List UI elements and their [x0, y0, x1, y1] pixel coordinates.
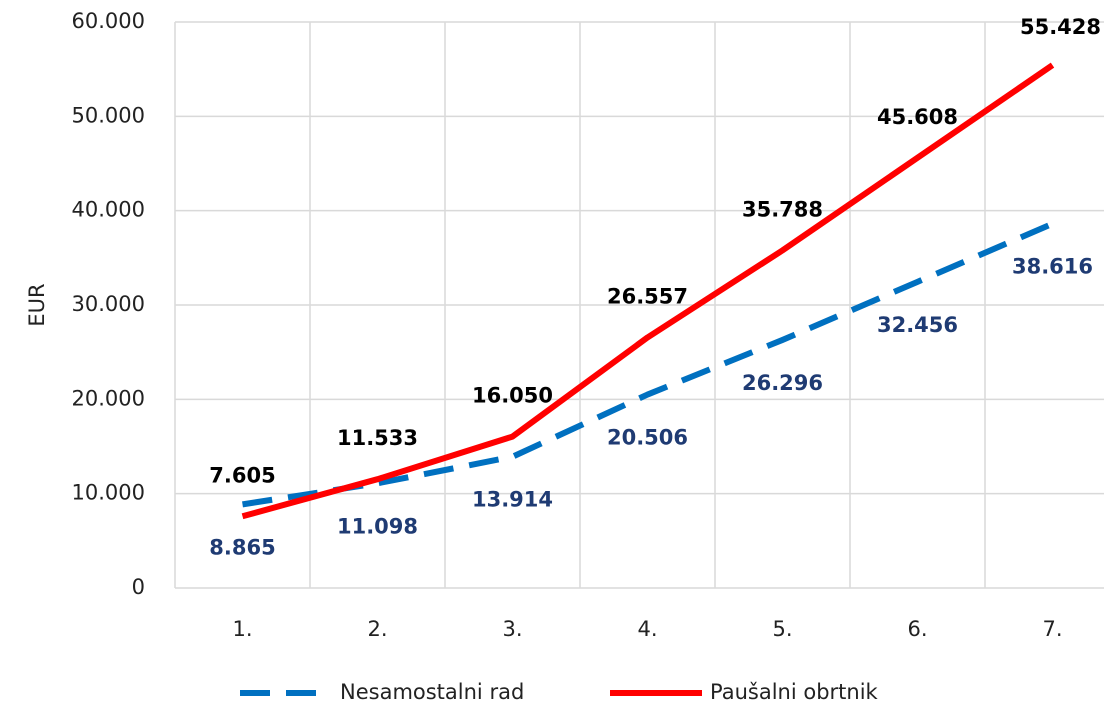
data-label: 45.608	[877, 105, 958, 129]
y-tick-label: 40.000	[72, 198, 145, 222]
y-tick-label: 10.000	[72, 481, 145, 505]
legend-label: Nesamostalni rad	[340, 680, 524, 704]
x-tick-label: 5.	[772, 617, 792, 641]
data-label: 16.050	[472, 384, 553, 408]
y-tick-label: 30.000	[72, 292, 145, 316]
legend-label: Paušalni obrtnik	[710, 680, 879, 704]
y-axis-label: EUR	[25, 283, 49, 326]
x-tick-label: 7.	[1042, 617, 1062, 641]
y-tick-label: 60.000	[72, 9, 145, 33]
x-tick-label: 6.	[907, 617, 927, 641]
x-tick-label: 1.	[232, 617, 252, 641]
data-label: 26.557	[607, 284, 688, 308]
data-label: 7.605	[209, 463, 275, 487]
data-label: 35.788	[742, 197, 823, 221]
y-tick-label: 0	[132, 575, 145, 599]
data-label: 26.296	[742, 371, 823, 395]
data-label: 20.506	[607, 426, 688, 450]
data-label: 8.865	[209, 535, 275, 559]
series-line	[242, 220, 1054, 508]
data-label: 13.914	[472, 488, 553, 512]
data-label: 11.533	[337, 426, 418, 450]
x-tick-label: 2.	[367, 617, 387, 641]
y-tick-label: 50.000	[72, 103, 145, 127]
x-tick-label: 3.	[502, 617, 522, 641]
series-line	[241, 62, 1055, 520]
data-label: 38.616	[1012, 255, 1093, 279]
data-label: 11.098	[337, 514, 418, 538]
data-label: 32.456	[877, 313, 958, 337]
data-label: 55.428	[1020, 15, 1101, 39]
x-tick-label: 4.	[637, 617, 657, 641]
y-tick-label: 20.000	[72, 386, 145, 410]
